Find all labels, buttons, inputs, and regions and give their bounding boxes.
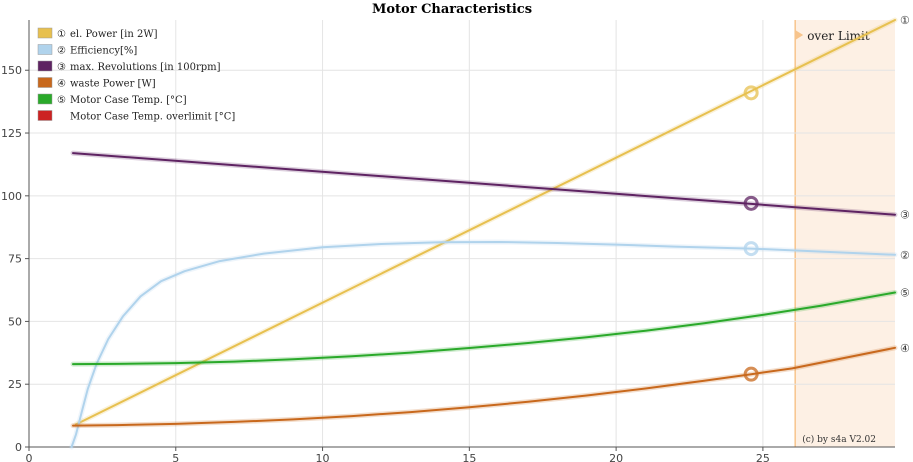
legend-swatch-1: [37, 27, 53, 39]
overlimit-arrow-icon: [795, 30, 804, 40]
legend-entry-1: el. Power [in 2W]: [70, 29, 158, 40]
y-tick-label: 50: [8, 315, 22, 328]
legend-swatch-6: [37, 110, 53, 121]
series-end-label-3: ③: [900, 209, 910, 222]
x-tick-label: 25: [756, 452, 770, 462]
series-end-label-2: ②: [900, 249, 910, 262]
y-tick-label: 25: [8, 378, 22, 391]
series-marker-1: [743, 85, 759, 101]
x-tick-label: 5: [172, 452, 179, 462]
series-marker-3: [743, 195, 759, 211]
legend-entry-5: Motor Case Temp. [°C]: [70, 95, 187, 106]
series-end-label-5: ⑤: [900, 287, 910, 300]
x-tick-label: 15: [462, 452, 476, 462]
series-line-4: [72, 346, 896, 427]
legend-swatch-4: [37, 77, 53, 88]
legend-swatch-2: [37, 44, 53, 55]
series-end-label-1: ①: [900, 14, 910, 27]
x-tick-label: 0: [26, 452, 33, 462]
legend-prefix-5: ⑤: [57, 95, 66, 106]
legend-swatch-5: [37, 93, 53, 105]
legend-prefix-3: ③: [57, 62, 66, 73]
x-tick-label: 20: [609, 452, 623, 462]
y-tick-label: 75: [8, 253, 22, 266]
series-marker-2: [743, 241, 759, 257]
series-line-5: [72, 291, 896, 366]
legend-swatch-3: [37, 60, 53, 72]
legend-entry-6: Motor Case Temp. overlimit [°C]: [70, 112, 235, 123]
legend-prefix-4: ④: [57, 79, 66, 90]
series-line-2: [70, 241, 896, 448]
copyright-label: (c) by s4a V2.02: [802, 434, 876, 445]
legend-entry-2: Efficiency[%]: [70, 46, 137, 57]
legend-prefix-2: ②: [57, 46, 66, 57]
x-tick-label: 10: [316, 452, 330, 462]
legend-entry-3: max. Revolutions [in 100rpm]: [70, 62, 221, 73]
y-tick-label: 150: [1, 64, 22, 77]
legend-prefix-1: ①: [57, 29, 66, 40]
series-end-label-4: ④: [900, 342, 910, 355]
y-tick-label: 0: [15, 441, 22, 454]
series-marker-4: [743, 366, 759, 382]
series-line-1: [75, 19, 896, 426]
y-tick-label: 125: [1, 127, 22, 140]
overlimit-region: [795, 20, 895, 447]
legend-entry-4: waste Power [W]: [70, 79, 156, 90]
y-tick-label: 100: [1, 190, 22, 203]
chart-title: Motor Characteristics: [372, 2, 532, 17]
